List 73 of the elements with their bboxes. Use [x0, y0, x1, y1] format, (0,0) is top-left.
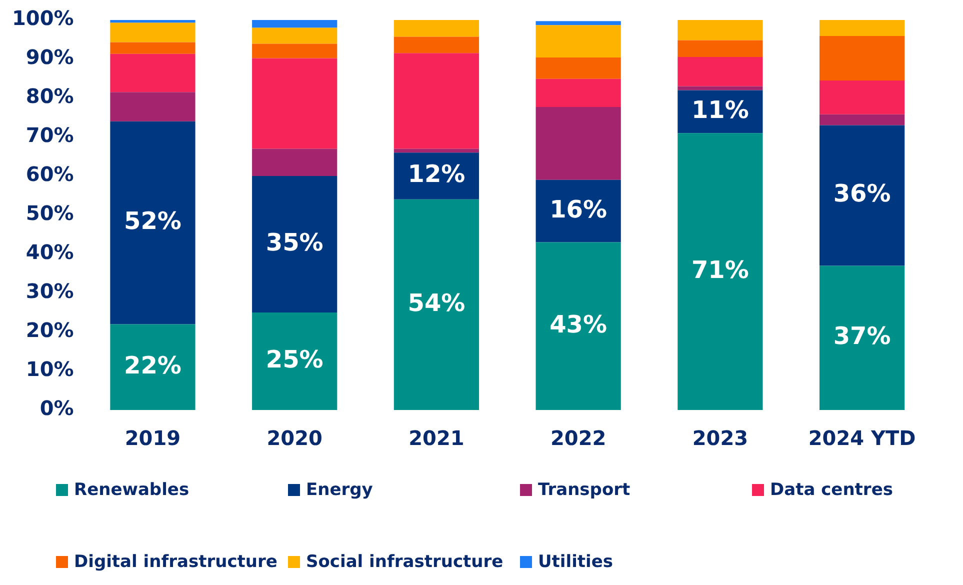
bar	[394, 36, 480, 54]
legend-label: Transport	[538, 480, 630, 500]
bar	[536, 180, 621, 242]
bar	[678, 86, 763, 90]
y-tick-label: 0%	[40, 396, 74, 420]
bar	[536, 21, 621, 26]
bar	[820, 20, 905, 36]
x-tick-label: 2022	[550, 426, 606, 450]
bar	[252, 20, 338, 28]
data-label: 25%	[266, 345, 324, 374]
bar	[394, 20, 480, 37]
data-label: 36%	[833, 180, 891, 208]
bar	[252, 176, 338, 312]
y-tick-label: 90%	[26, 45, 74, 70]
bar	[536, 106, 621, 180]
bar	[252, 148, 338, 176]
bar	[252, 28, 338, 44]
data-label: 37%	[833, 322, 891, 350]
y-tick-label: 40%	[26, 240, 74, 264]
data-label: 52%	[124, 207, 182, 236]
bar	[110, 54, 196, 92]
data-label: 22%	[124, 351, 182, 380]
bar	[536, 57, 621, 79]
legend-label: Energy	[306, 480, 373, 500]
bar	[252, 312, 338, 410]
bar	[394, 53, 480, 149]
legend-label: Utilities	[538, 552, 614, 572]
bar	[110, 121, 196, 324]
x-tick-label: 2023	[692, 426, 748, 450]
bar	[110, 42, 196, 54]
bar	[394, 148, 480, 153]
bar	[820, 114, 905, 126]
bar	[820, 80, 905, 114]
bar	[536, 25, 621, 58]
bar	[820, 36, 905, 80]
data-label: 43%	[550, 310, 608, 338]
x-tick-label: 2021	[408, 426, 464, 450]
bar	[678, 57, 763, 86]
data-label: 12%	[408, 160, 466, 188]
data-label: 71%	[691, 256, 749, 284]
x-tick-label: 2019	[124, 426, 181, 450]
legend-label: Renewables	[74, 480, 190, 500]
bar	[394, 199, 480, 410]
bar	[678, 40, 763, 58]
bar	[110, 20, 196, 23]
legend-label: Digital infrastructure	[74, 552, 278, 572]
x-tick-label: 2024 YTD	[808, 426, 916, 450]
bar	[820, 125, 905, 266]
bar	[536, 78, 621, 107]
bar	[110, 22, 196, 42]
legend-label: Social infrastructure	[306, 552, 504, 572]
legend-label: Data centres	[770, 480, 893, 500]
bar	[536, 242, 621, 410]
data-label: 16%	[550, 195, 608, 224]
bar	[678, 20, 763, 40]
y-tick-label: 80%	[26, 84, 74, 108]
bar	[110, 324, 196, 410]
y-tick-label: 30%	[26, 279, 74, 304]
bar	[678, 133, 763, 410]
bar	[110, 92, 196, 122]
x-tick-label: 2020	[266, 426, 322, 450]
data-label: 54%	[408, 288, 466, 317]
y-tick-label: 20%	[26, 318, 74, 342]
y-tick-label: 10%	[26, 357, 74, 382]
bar	[252, 58, 338, 149]
data-label: 11%	[691, 96, 749, 124]
y-tick-label: 100%	[12, 6, 74, 30]
y-tick-label: 70%	[26, 123, 74, 148]
bar	[252, 44, 338, 58]
data-label: 35%	[266, 228, 324, 256]
y-tick-label: 50%	[26, 201, 74, 226]
y-tick-label: 60%	[26, 162, 74, 186]
bar	[820, 266, 905, 410]
